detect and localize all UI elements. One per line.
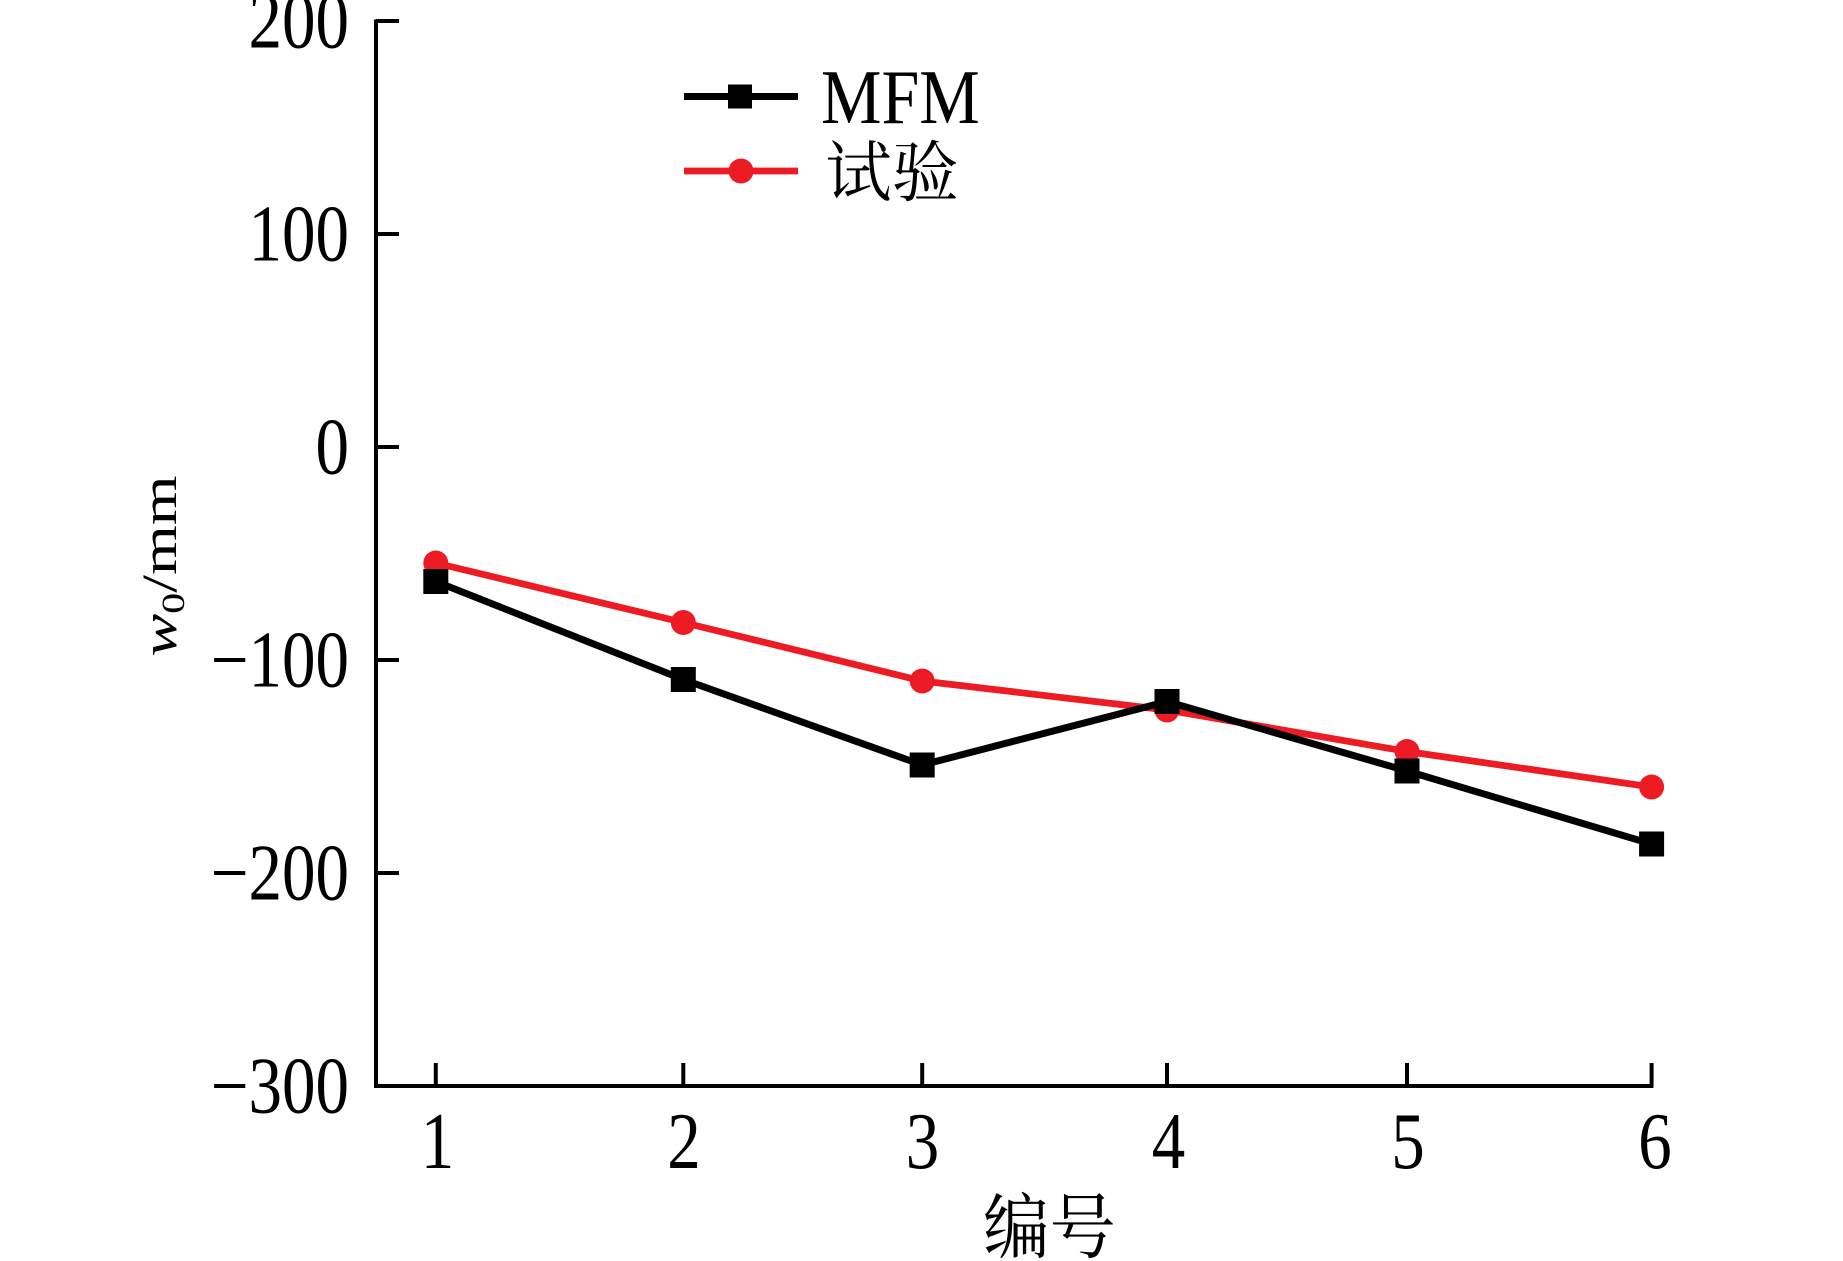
svg-text:100: 100: [249, 189, 349, 278]
svg-text:−100: −100: [211, 615, 349, 704]
svg-text:w0/mm: w0/mm: [132, 475, 191, 656]
svg-text:−300: −300: [211, 1041, 349, 1130]
svg-text:5: 5: [1391, 1096, 1424, 1185]
svg-text:1: 1: [421, 1096, 454, 1185]
svg-text:6: 6: [1638, 1096, 1671, 1185]
svg-text:200: 200: [249, 0, 349, 65]
svg-text:2: 2: [667, 1096, 700, 1185]
svg-text:3: 3: [906, 1096, 939, 1185]
svg-text:0: 0: [316, 402, 349, 491]
svg-text:MFM: MFM: [821, 54, 980, 140]
svg-text:4: 4: [1152, 1096, 1185, 1185]
svg-text:−200: −200: [211, 828, 349, 917]
